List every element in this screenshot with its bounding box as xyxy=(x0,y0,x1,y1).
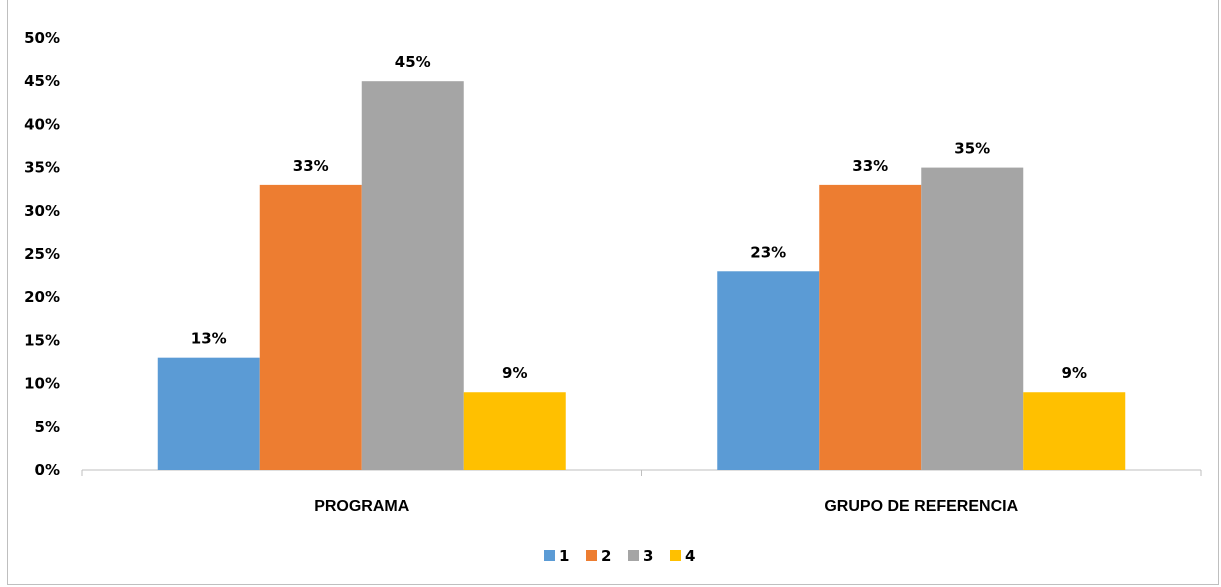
data-label: 33% xyxy=(852,157,888,175)
category-label: GRUPO DE REFERENCIA xyxy=(824,498,1018,515)
bar xyxy=(259,184,362,470)
data-label: 35% xyxy=(954,140,990,158)
bar xyxy=(717,271,820,470)
legend-label: 2 xyxy=(601,547,611,565)
bar xyxy=(361,81,464,470)
category-label: PROGRAMA xyxy=(314,498,410,515)
y-tick-label: 30% xyxy=(24,202,60,220)
y-tick-label: 50% xyxy=(24,29,60,47)
data-label: 9% xyxy=(1062,364,1087,382)
y-tick-label: 40% xyxy=(24,115,60,133)
bar xyxy=(819,184,922,470)
legend-swatch xyxy=(544,550,555,561)
data-label: 45% xyxy=(395,53,431,71)
bar xyxy=(463,392,566,470)
data-label: 13% xyxy=(191,330,227,348)
y-tick-label: 25% xyxy=(24,245,60,263)
data-label: 9% xyxy=(502,364,527,382)
y-tick-label: 20% xyxy=(24,288,60,306)
legend-swatch xyxy=(586,550,597,561)
legend-swatch xyxy=(628,550,639,561)
legend-label: 3 xyxy=(643,547,653,565)
y-tick-label: 45% xyxy=(24,72,60,90)
y-tick-label: 15% xyxy=(24,331,60,349)
y-tick-label: 5% xyxy=(35,418,60,436)
legend-label: 4 xyxy=(685,547,695,565)
data-label: 33% xyxy=(293,157,329,175)
y-tick-label: 0% xyxy=(35,461,60,479)
bar xyxy=(921,167,1024,470)
legend-swatch xyxy=(670,550,681,561)
data-label: 23% xyxy=(750,243,786,261)
y-tick-label: 35% xyxy=(24,159,60,177)
legend-label: 1 xyxy=(559,547,569,565)
bar xyxy=(1023,392,1126,470)
y-tick-label: 10% xyxy=(24,375,60,393)
bar xyxy=(157,357,260,470)
